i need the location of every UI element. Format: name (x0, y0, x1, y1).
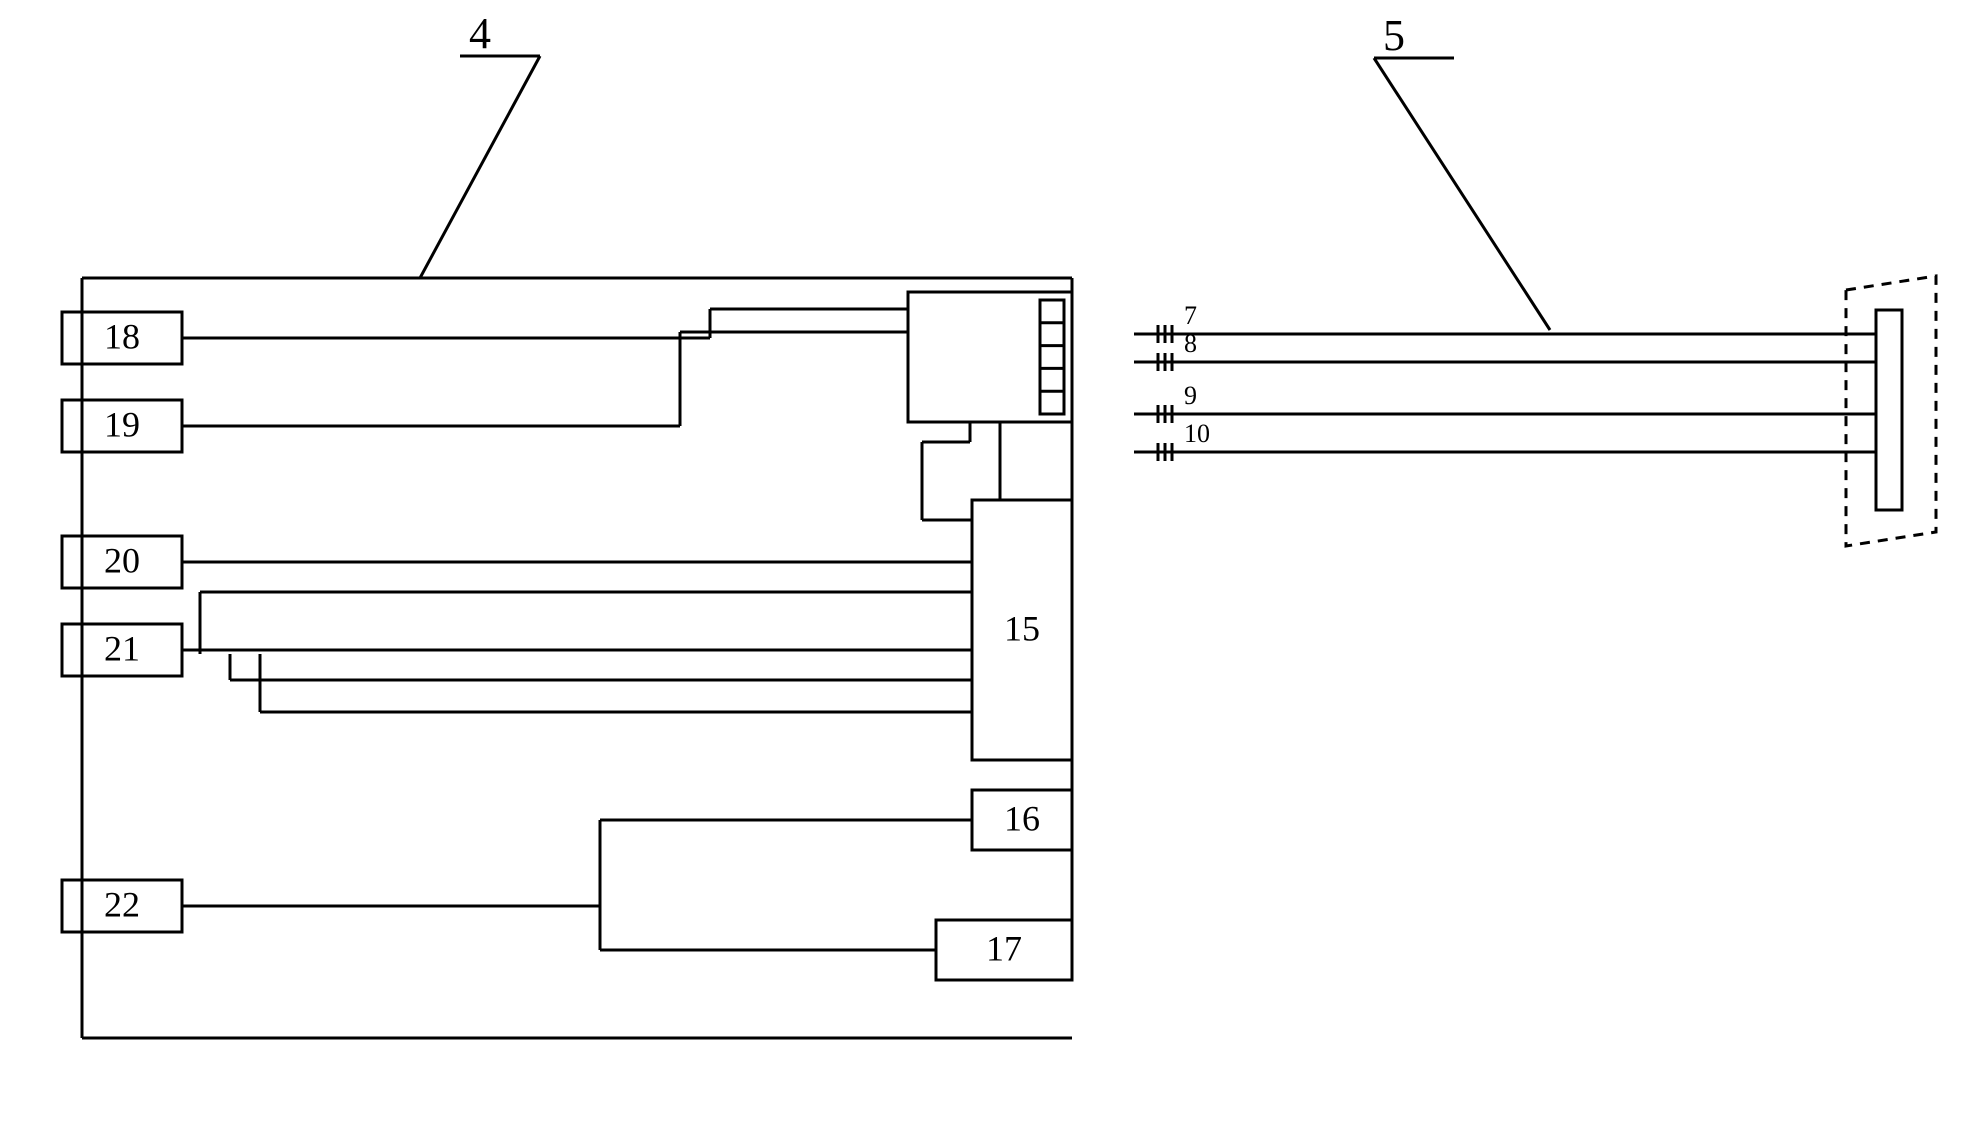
svg-text:7: 7 (1184, 301, 1197, 330)
svg-text:18: 18 (104, 316, 140, 356)
svg-text:8: 8 (1184, 329, 1197, 358)
svg-text:20: 20 (104, 540, 140, 580)
svg-text:17: 17 (986, 928, 1022, 968)
svg-text:15: 15 (1004, 608, 1040, 648)
wiring-diagram: 4 5 18 19 20 21 22 15 16 17 78 9 10 (0, 0, 1963, 1123)
svg-text:19: 19 (104, 404, 140, 444)
svg-text:10: 10 (1184, 419, 1210, 448)
svg-text:9: 9 (1184, 381, 1197, 410)
diagram-stage: 4 5 18 19 20 21 22 15 16 17 78 9 10 (0, 0, 1963, 1123)
svg-text:22: 22 (104, 884, 140, 924)
svg-text:4: 4 (469, 9, 491, 58)
svg-text:21: 21 (104, 628, 140, 668)
svg-text:5: 5 (1383, 11, 1405, 60)
svg-text:16: 16 (1004, 798, 1040, 838)
